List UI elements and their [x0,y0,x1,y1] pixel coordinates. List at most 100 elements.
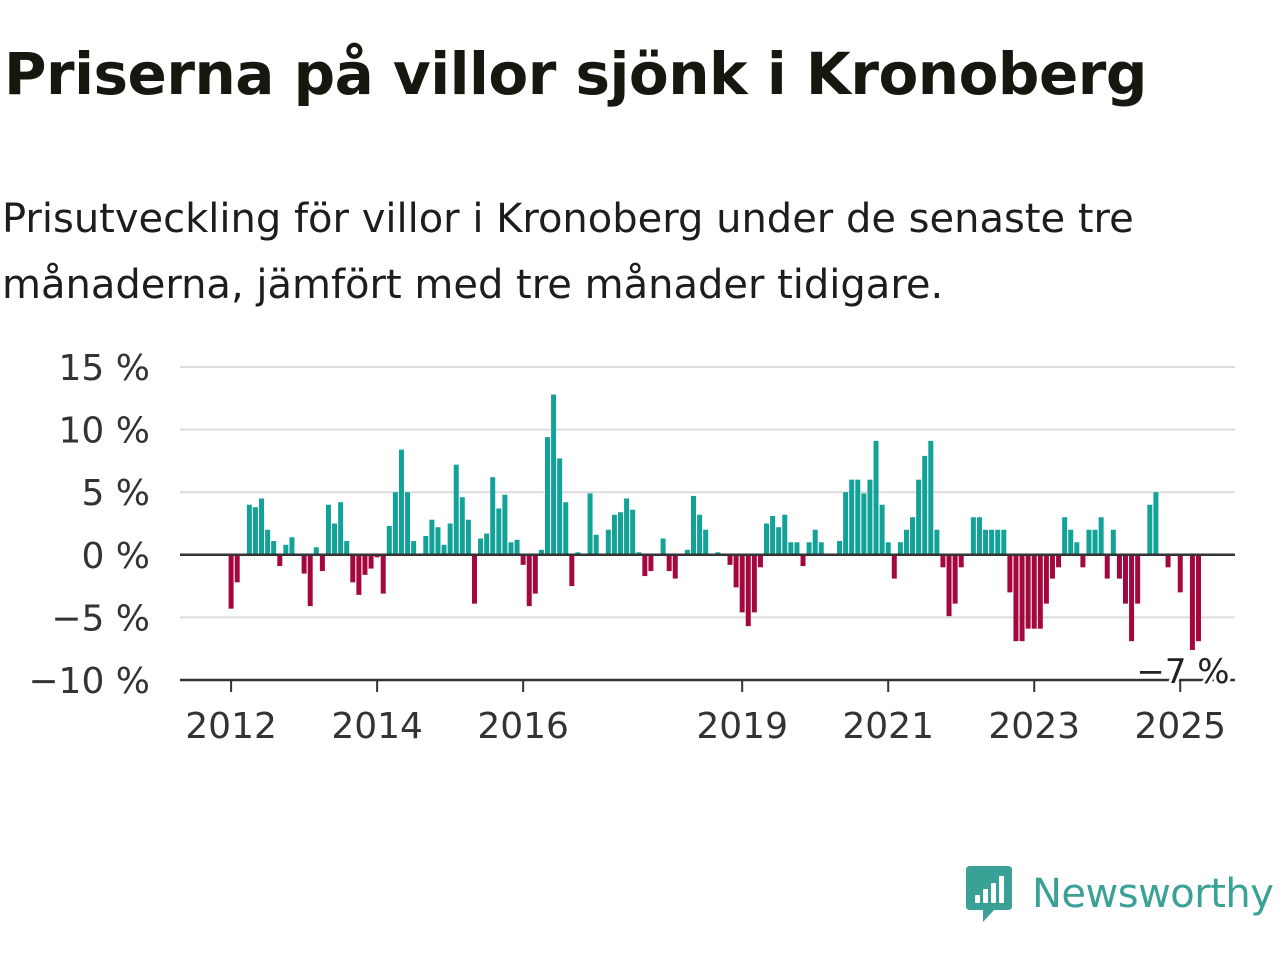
bars [228,394,1201,650]
bar [447,523,453,555]
bar [325,504,331,555]
bar [928,440,934,555]
bar [897,542,903,555]
bar [751,554,757,613]
bar [770,515,776,555]
bar [672,554,678,579]
bar [1031,554,1037,629]
bar [1086,529,1092,555]
bar [490,477,496,555]
bar [1122,554,1128,604]
x-tick-label: 2012 [185,706,277,747]
x-tick-label: 2021 [842,706,934,747]
bar [806,542,812,555]
bar [983,529,989,555]
x-tick-label: 2025 [1134,706,1226,747]
bar [411,541,417,555]
bar [252,507,258,555]
bar [441,544,447,555]
bar [648,554,654,572]
bar-chart: 15 % 10 % 5 % 0 % −5 % −10 % 2012 2014 2016 2019… [28,348,1235,747]
bar [989,529,995,555]
bar [1196,554,1201,642]
bar [386,526,392,555]
bar [782,514,788,555]
bar [532,554,538,594]
bar [697,514,703,555]
bar [1110,529,1116,555]
bar [946,554,952,617]
bar [484,533,490,555]
bar [995,529,1001,555]
bar [1116,554,1122,579]
bar [776,527,782,555]
bar [234,554,240,583]
bar [855,479,861,555]
newsworthy-logo: Newsworthy [964,864,1274,924]
bar [569,554,575,587]
bar [745,554,751,627]
bar [940,554,946,568]
annotation-label: −7 % [1136,652,1229,692]
annotations: −7 % [1133,649,1232,695]
bar [849,479,855,555]
bar [1013,554,1019,642]
bar [259,498,265,555]
bar [1001,529,1007,555]
y-axis-labels: 15 % 10 % 5 % 0 % −5 % −10 % [28,348,150,702]
bar [1043,554,1049,604]
bar [1177,554,1183,593]
bar [398,449,404,555]
bar [879,504,885,555]
bar [764,523,770,555]
bar [873,440,879,555]
bar [1068,529,1074,555]
bar [453,464,459,555]
bar [301,554,307,574]
bar [837,541,843,555]
x-tick-label: 2016 [477,706,569,747]
bar [624,498,630,555]
bar [1025,554,1031,629]
bar [1007,554,1013,593]
bar [380,554,386,594]
bar [283,544,289,555]
bar [1062,517,1068,555]
bar [435,527,441,555]
bar [1092,529,1098,555]
bar [344,541,350,555]
bar [405,492,411,555]
bar [514,539,520,555]
newsworthy-logo-text: Newsworthy [1032,871,1274,917]
bar [271,541,277,555]
bar [812,529,818,555]
chart-title: Priserna på villor sjönk i Kronoberg [4,40,1147,108]
bar [1074,542,1080,555]
y-tick-label: 10 % [59,411,150,452]
bar [970,517,976,555]
gridlines [180,366,1235,619]
bar [557,458,563,555]
bar [526,554,532,607]
bar [630,509,636,555]
bar [916,479,922,555]
bar [1080,554,1086,568]
bar [496,508,502,555]
bar [587,493,593,555]
x-axis: 2012 2014 2016 2019 2021 2023 2025 [180,678,1235,747]
bar [684,549,690,555]
bar [611,514,617,555]
bar [727,554,733,565]
bar [1153,492,1159,555]
bar [1165,554,1171,568]
bar [958,554,964,568]
bar [593,534,599,555]
bar [691,495,696,555]
bar [228,554,234,609]
bar [733,554,739,588]
bar [922,455,928,555]
bar [319,554,325,572]
bar [703,529,709,555]
bar [1129,554,1135,642]
bar [313,547,319,555]
